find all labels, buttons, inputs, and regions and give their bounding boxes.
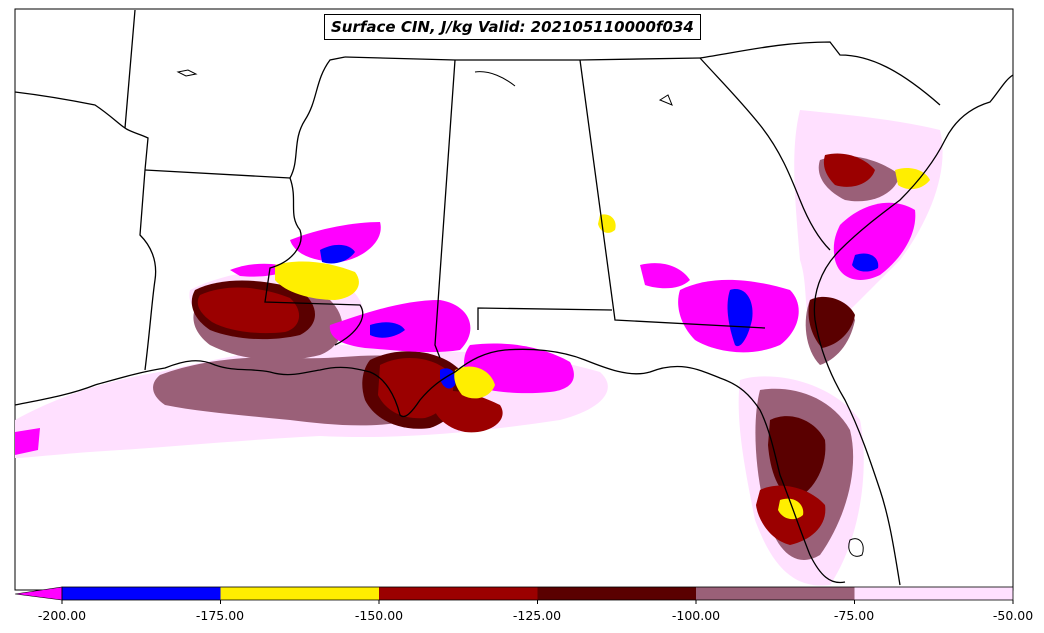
cin-field bbox=[15, 110, 943, 586]
colorbar-tick-label: -100.00 bbox=[671, 608, 721, 623]
chart-title: Surface CIN, J/kg Valid: 202105110000f03… bbox=[324, 14, 701, 40]
colorbar-segment bbox=[537, 587, 696, 600]
colorbar-tick-label: -75.00 bbox=[833, 608, 875, 623]
map-frame bbox=[14, 8, 1014, 591]
colorbar-tick-label: -200.00 bbox=[37, 608, 87, 623]
colorbar-segment bbox=[220, 587, 379, 600]
colorbar bbox=[14, 586, 1014, 604]
colorbar-segment bbox=[854, 587, 1013, 600]
colorbar-segment bbox=[62, 587, 221, 600]
cin-band-yellow bbox=[275, 168, 930, 520]
colorbar-tick-label: -50.00 bbox=[992, 608, 1034, 623]
state-borders bbox=[14, 9, 1014, 586]
colorbar-tick-label: -150.00 bbox=[354, 608, 404, 623]
lakes bbox=[176, 69, 864, 557]
colorbar-segment bbox=[696, 587, 855, 600]
colorbar-tick-label: -125.00 bbox=[512, 608, 562, 623]
colorbar-tick-label: -175.00 bbox=[195, 608, 245, 623]
colorbar-segment bbox=[379, 587, 538, 600]
